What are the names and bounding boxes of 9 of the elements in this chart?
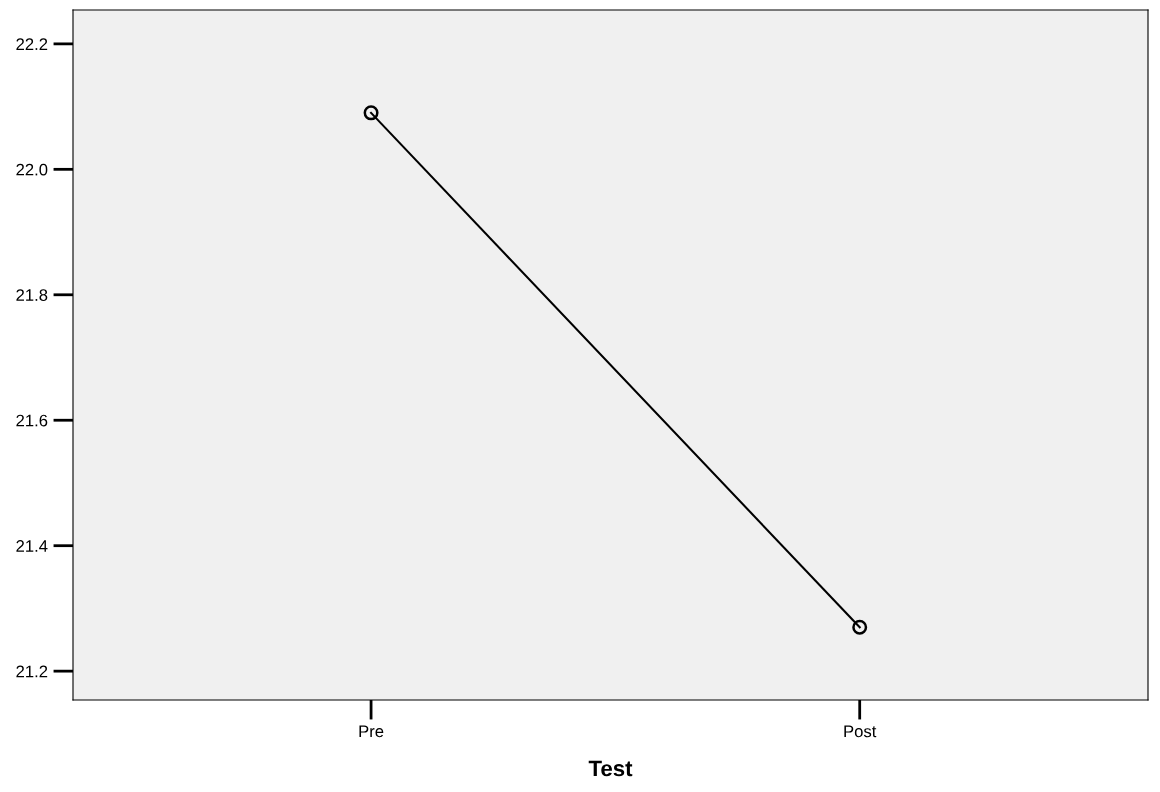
y-tick-label: 21.8	[16, 289, 48, 301]
y-tick-label: 22.0	[16, 163, 48, 176]
x-axis-title: Test	[588, 760, 633, 777]
y-tick-label: 21.2	[16, 665, 48, 678]
y-tick-label: 21.6	[16, 414, 48, 427]
x-tick-label: Post	[844, 725, 877, 738]
y-tick-label: 22.2	[16, 38, 48, 50]
x-tick-label: Pre	[359, 725, 384, 738]
y-tick-label: 21.4	[16, 540, 48, 552]
